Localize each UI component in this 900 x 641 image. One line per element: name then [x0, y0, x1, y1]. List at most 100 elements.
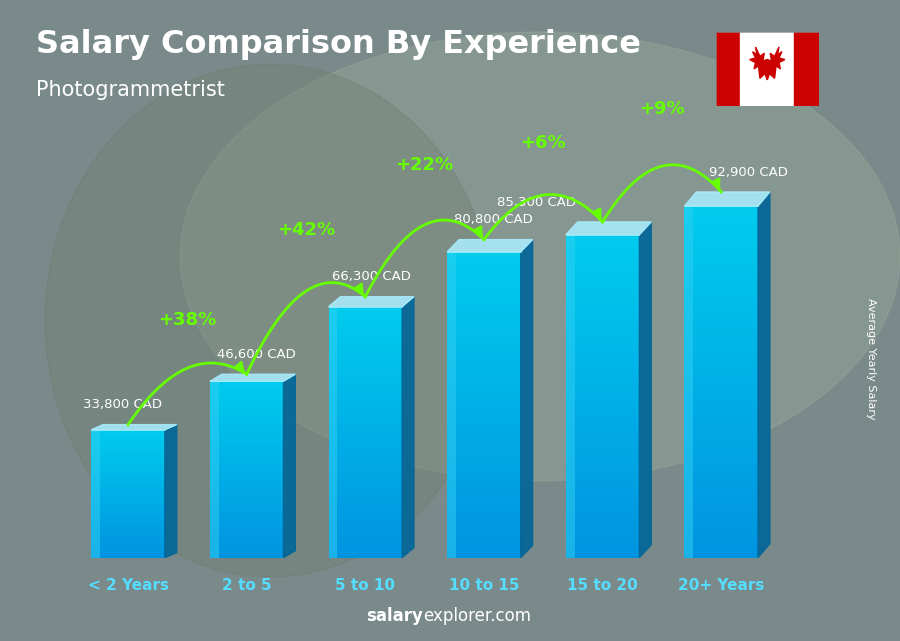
Bar: [566, 477, 574, 482]
Bar: [210, 467, 284, 469]
Bar: [566, 504, 574, 509]
Bar: [566, 520, 574, 526]
Bar: [91, 449, 165, 451]
Bar: [210, 484, 219, 487]
Bar: [447, 512, 521, 517]
Bar: [684, 505, 758, 511]
Bar: [566, 278, 639, 283]
Bar: [684, 452, 693, 458]
Bar: [566, 450, 574, 456]
Bar: [566, 456, 639, 461]
Bar: [684, 241, 693, 247]
Bar: [447, 369, 456, 374]
Bar: [328, 424, 402, 428]
Bar: [566, 256, 639, 262]
Bar: [684, 423, 758, 429]
Bar: [566, 321, 574, 326]
Bar: [210, 554, 219, 558]
Bar: [684, 522, 758, 528]
Bar: [566, 396, 639, 402]
Bar: [91, 447, 165, 449]
Text: 10 to 15: 10 to 15: [449, 578, 519, 594]
Bar: [684, 388, 758, 394]
Bar: [91, 487, 100, 490]
Bar: [328, 474, 338, 478]
Bar: [447, 466, 456, 471]
Bar: [328, 353, 338, 357]
Bar: [328, 324, 402, 328]
Bar: [566, 331, 639, 337]
Text: 20+ Years: 20+ Years: [678, 578, 764, 594]
Bar: [447, 440, 521, 445]
Bar: [328, 478, 338, 483]
Bar: [91, 460, 100, 462]
Bar: [566, 542, 574, 547]
Bar: [210, 517, 284, 519]
Bar: [328, 545, 338, 549]
Bar: [328, 412, 338, 415]
Bar: [91, 538, 165, 540]
Bar: [566, 251, 639, 256]
Bar: [684, 241, 758, 247]
Bar: [91, 445, 165, 447]
Bar: [447, 374, 456, 379]
Bar: [210, 443, 219, 446]
Bar: [684, 317, 693, 323]
Bar: [684, 288, 693, 294]
Bar: [447, 451, 456, 456]
Bar: [447, 435, 456, 440]
Bar: [210, 434, 284, 437]
Bar: [684, 229, 758, 235]
Bar: [210, 549, 284, 552]
Bar: [684, 534, 758, 540]
Bar: [328, 499, 338, 503]
Bar: [566, 423, 574, 429]
Bar: [210, 396, 284, 399]
Bar: [210, 454, 219, 458]
Bar: [210, 549, 219, 552]
Bar: [210, 493, 219, 496]
Polygon shape: [566, 222, 652, 235]
Bar: [91, 492, 100, 494]
Bar: [328, 440, 402, 445]
Bar: [91, 556, 100, 558]
Bar: [566, 520, 639, 526]
Bar: [328, 332, 402, 336]
Bar: [91, 481, 165, 483]
Bar: [684, 417, 693, 423]
Text: 46,600 CAD: 46,600 CAD: [217, 348, 296, 361]
Bar: [91, 513, 100, 515]
Bar: [566, 526, 639, 531]
Bar: [716, 32, 741, 106]
Bar: [210, 519, 219, 522]
Bar: [566, 412, 574, 418]
Bar: [210, 411, 284, 413]
Bar: [684, 212, 758, 218]
Bar: [684, 259, 693, 265]
Bar: [91, 553, 100, 556]
Text: 92,900 CAD: 92,900 CAD: [709, 166, 788, 179]
Bar: [328, 361, 402, 365]
Bar: [566, 542, 639, 547]
Bar: [684, 534, 693, 540]
Bar: [210, 540, 284, 543]
Bar: [684, 458, 758, 464]
Bar: [684, 528, 758, 534]
Bar: [91, 447, 100, 449]
Bar: [447, 349, 521, 354]
Bar: [91, 517, 165, 519]
Bar: [91, 479, 100, 481]
Bar: [210, 381, 284, 384]
Bar: [684, 341, 758, 347]
Bar: [91, 506, 165, 508]
Bar: [566, 299, 574, 304]
Bar: [91, 462, 100, 464]
Polygon shape: [91, 424, 176, 429]
Bar: [210, 522, 284, 526]
Bar: [328, 399, 338, 403]
Bar: [684, 487, 693, 493]
Bar: [210, 543, 219, 546]
Bar: [566, 288, 639, 294]
Bar: [566, 429, 574, 434]
Bar: [328, 349, 402, 353]
